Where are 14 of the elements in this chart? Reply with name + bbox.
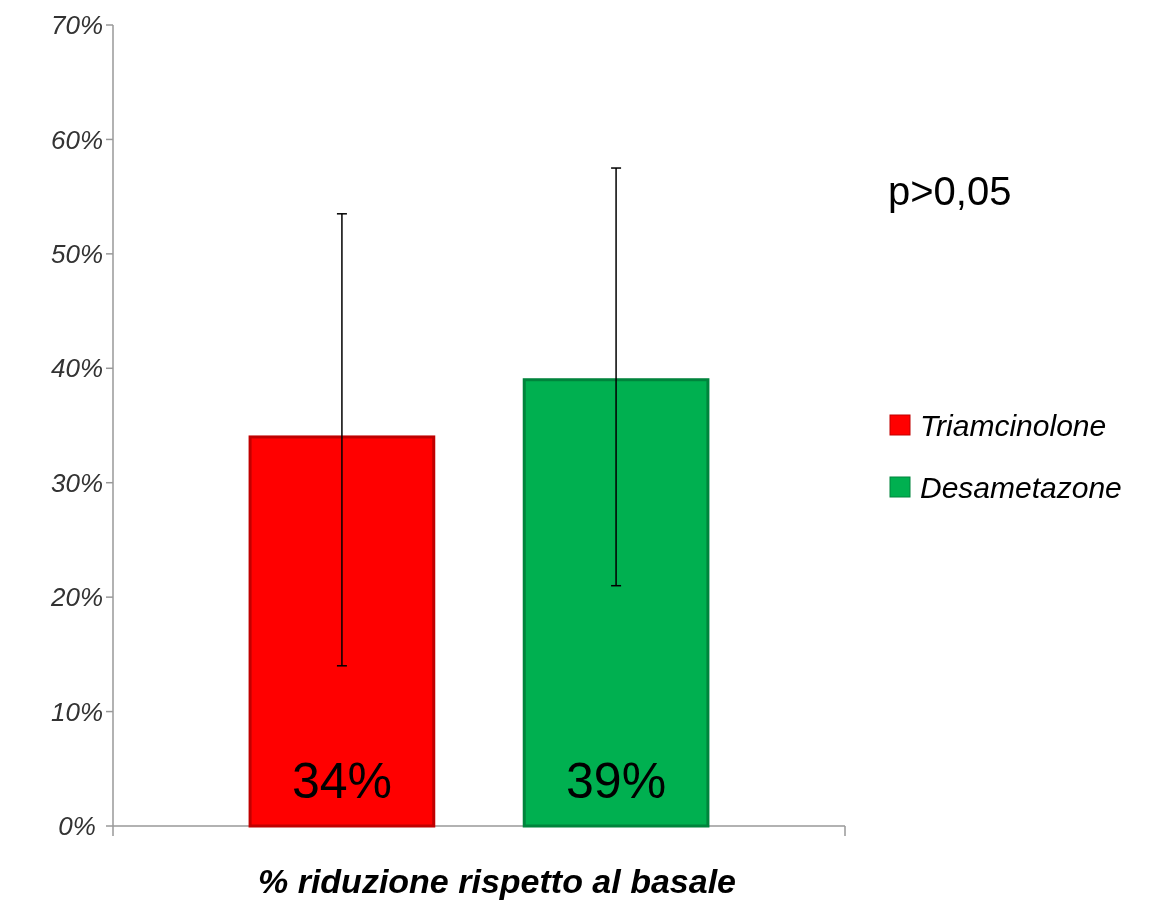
legend-label: Triamcinolone bbox=[920, 408, 1107, 442]
y-tick-label: 60% bbox=[50, 124, 104, 155]
y-tick-label: 70% bbox=[50, 10, 104, 41]
data-label: 39% bbox=[566, 753, 667, 809]
y-tick-label: 30% bbox=[50, 467, 104, 498]
data-label: 34% bbox=[291, 753, 392, 809]
y-tick-label: 10% bbox=[50, 696, 104, 727]
x-axis-title: % riduzione rispetto al basale bbox=[257, 862, 737, 900]
y-tick-label: 20% bbox=[49, 582, 104, 613]
y-tick-label: 0% bbox=[58, 811, 96, 842]
legend-label: Desametazone bbox=[920, 470, 1122, 504]
y-tick-label: 50% bbox=[50, 238, 104, 269]
y-tick-label: 40% bbox=[50, 353, 104, 384]
text: p>0,05 bbox=[888, 169, 1012, 213]
